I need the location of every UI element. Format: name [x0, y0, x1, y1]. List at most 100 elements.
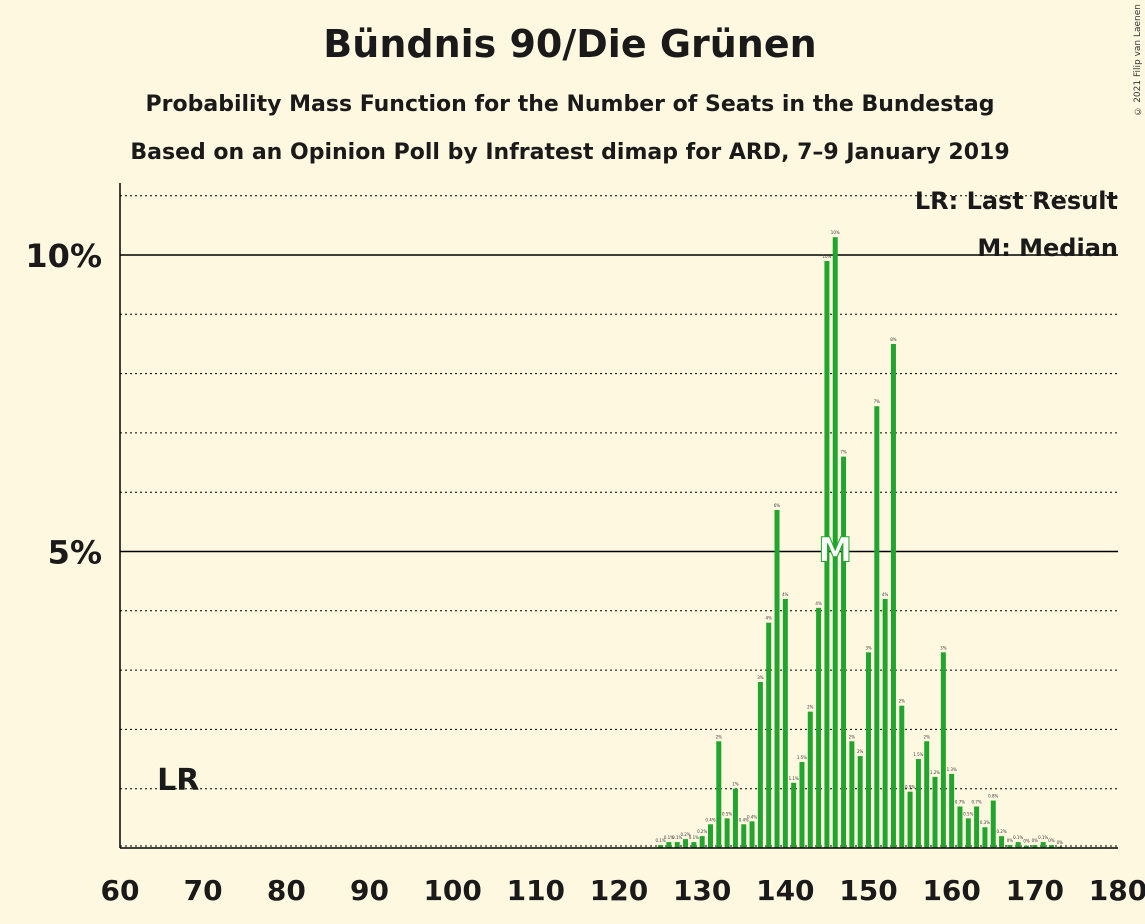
bar-label-165: 0.8% [988, 794, 998, 799]
bar-152 [882, 598, 888, 848]
x-tick-60: 60 [101, 874, 140, 907]
median-marker: M [818, 531, 852, 571]
bar-148 [849, 741, 855, 848]
bar-label-147: 7% [840, 450, 847, 455]
bar-label-162: 0.5% [963, 811, 973, 816]
bar-129 [691, 842, 697, 848]
bar-label-171: 0.1% [1038, 835, 1048, 840]
bar-126 [666, 842, 672, 848]
bar-160 [949, 773, 955, 848]
bar-161 [957, 806, 963, 848]
bar-167 [1007, 845, 1013, 848]
bar-label-164: 0.3% [980, 820, 990, 825]
bar-135 [741, 824, 747, 848]
bar-label-157: 2% [924, 734, 931, 739]
bar-label-154: 2% [899, 699, 906, 704]
bar-label-163: 0.7% [972, 799, 982, 804]
bar-146 [832, 237, 838, 848]
bar-label-155: 0.9% [905, 785, 915, 790]
chart-subtitle: Probability Mass Function for the Number… [145, 92, 995, 117]
bar-125 [658, 845, 664, 848]
bar-132 [716, 741, 722, 848]
bar-label-168: 0.1% [1013, 835, 1023, 840]
bar-label-140: 4% [782, 592, 789, 597]
y-tick-10: 10% [25, 237, 102, 275]
bar-label-150: 3% [865, 645, 872, 650]
tick-labels: LR 60 70 80 90 100 110 120 130 140 150 160 170 180 5% 1… [25, 237, 1145, 907]
bar-159 [940, 652, 946, 848]
x-tick-130: 130 [673, 874, 731, 907]
bar-label-126: 0.1% [664, 835, 674, 840]
x-tick-90: 90 [350, 874, 389, 907]
bar-163 [974, 806, 980, 848]
bar-154 [899, 705, 905, 848]
x-tick-110: 110 [507, 874, 565, 907]
bar-label-169: 0% [1023, 839, 1030, 844]
bar-171 [1040, 842, 1046, 848]
bar-label-138: 4% [766, 616, 773, 621]
bar-label-166: 0.2% [996, 829, 1006, 834]
bar-153 [890, 343, 896, 848]
bar-label-145: 10% [822, 254, 831, 259]
bar-156 [915, 759, 921, 848]
bar-label-160: 1.3% [947, 767, 957, 772]
bar-label-143: 2% [807, 705, 814, 710]
bar-134 [732, 788, 738, 848]
axes [119, 183, 1118, 849]
x-tick-160: 160 [922, 874, 980, 907]
bar-172 [1048, 845, 1054, 848]
bar-170 [1032, 845, 1038, 848]
bar-label-139: 6% [774, 503, 781, 508]
bar-label-127: 0.1% [672, 835, 682, 840]
bar-label-172: 0% [1048, 838, 1055, 843]
bar-169 [1024, 845, 1030, 848]
legend-last-result: LR: Last Result [914, 187, 1118, 215]
bar-label-134: 1% [732, 782, 739, 787]
bar-label-152: 4% [882, 592, 889, 597]
bar-142 [799, 762, 805, 848]
x-tick-120: 120 [590, 874, 648, 907]
x-tick-70: 70 [184, 874, 223, 907]
bar-164 [982, 827, 988, 848]
bar-label-129: 0.1% [689, 835, 699, 840]
legend-median: M: Median [977, 234, 1118, 262]
bar-label-137: 3% [757, 675, 764, 680]
bars: 0.1%0.1%0.1%0.2%0.1%0.2%0.4%2%0.5%1%0.4%… [655, 230, 1063, 848]
bar-128 [683, 839, 689, 848]
bar-label-141: 1.1% [789, 776, 799, 781]
bar-127 [674, 842, 680, 848]
bar-131 [707, 824, 713, 848]
bar-150 [866, 652, 871, 848]
bar-143 [807, 711, 813, 848]
bar-166 [999, 836, 1005, 848]
x-tick-170: 170 [1006, 874, 1064, 907]
bar-label-130: 0.2% [697, 829, 707, 834]
bar-label-153: 8% [890, 337, 897, 342]
x-tick-100: 100 [423, 874, 481, 907]
bar-157 [924, 741, 930, 848]
bar-label-149: 2% [857, 749, 864, 754]
bar-label-161: 0.7% [955, 799, 965, 804]
bar-label-136: 0.4% [747, 814, 757, 819]
bar-label-142: 1.5% [797, 755, 807, 760]
bar-label-131: 0.4% [705, 817, 715, 822]
x-tick-180: 180 [1089, 874, 1145, 907]
gridlines [120, 195, 1118, 847]
bar-136 [749, 821, 755, 848]
x-tick-80: 80 [267, 874, 306, 907]
last-result-marker: LR [157, 763, 199, 798]
bar-label-133: 0.5% [722, 811, 732, 816]
bar-158 [932, 776, 938, 848]
bar-151 [874, 406, 880, 848]
bar-144 [816, 607, 822, 848]
chart-subtitle-source: Based on an Opinion Poll by Infratest di… [130, 140, 1010, 165]
bar-155 [907, 791, 913, 848]
bar-147 [841, 456, 847, 848]
bar-145 [824, 260, 830, 848]
bar-168 [1015, 842, 1021, 848]
bar-141 [791, 782, 797, 848]
bar-label-167: 0% [1007, 838, 1014, 843]
bar-149 [857, 756, 863, 848]
bar-label-151: 7% [874, 399, 881, 404]
